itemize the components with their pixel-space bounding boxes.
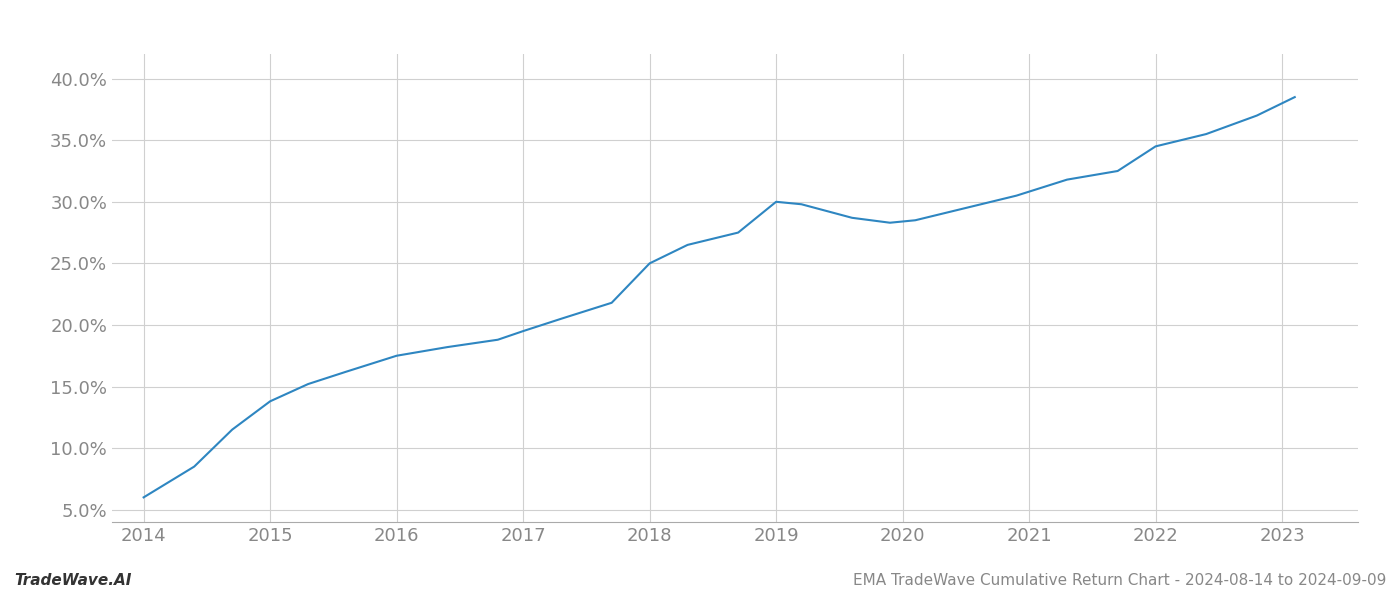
Text: EMA TradeWave Cumulative Return Chart - 2024-08-14 to 2024-09-09: EMA TradeWave Cumulative Return Chart - … <box>853 573 1386 588</box>
Text: TradeWave.AI: TradeWave.AI <box>14 573 132 588</box>
